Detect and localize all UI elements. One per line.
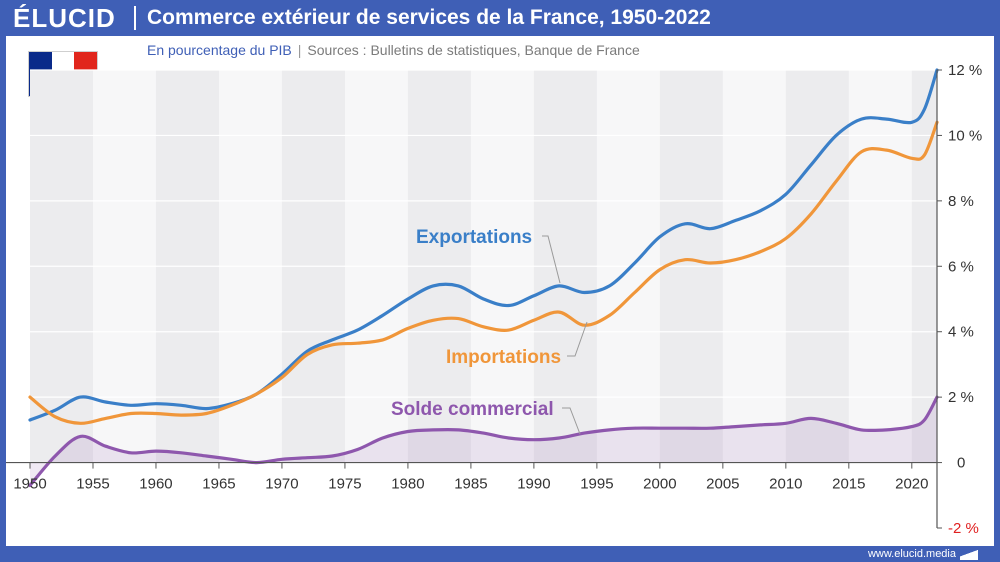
x-tick-label: 1960: [139, 476, 172, 493]
chart-subtitle: En pourcentage du PIB | Sources : Bulletin…: [147, 42, 640, 58]
y-tick-label: 0: [957, 455, 965, 472]
series-annotations: Exportations Importations Solde commercial: [391, 227, 588, 435]
importations-label: Importations: [446, 347, 561, 368]
y-axis: 12 % 10 % 8 % 6 % 4 % 2 % 0 -2 %: [936, 62, 982, 537]
x-tick-label: 2010: [769, 476, 802, 493]
x-tick-label: 1950: [13, 476, 46, 493]
exportations-leader-line: [542, 235, 561, 284]
x-tick-label: 1990: [517, 476, 550, 493]
importations-line: [28, 120, 939, 425]
y-tick-label: 2 %: [948, 389, 974, 406]
website-link[interactable]: www.elucid.media: [867, 548, 956, 560]
plot-background-negative: [30, 462, 937, 528]
header-divider: [134, 6, 136, 30]
x-tick-label: 1995: [580, 476, 613, 493]
subtitle-unit: En pourcentage du PIB: [147, 42, 292, 58]
importations-leader-line: [567, 321, 588, 357]
exportations-line: [28, 68, 939, 422]
y-tick-label: 12 %: [948, 62, 982, 79]
x-tick-label: 1985: [454, 476, 487, 493]
x-tick-label: 1955: [76, 476, 109, 493]
chart-title: Commerce extérieur de services de la Fra…: [147, 6, 711, 29]
frame-right: [994, 36, 1000, 546]
x-tick-label: 2000: [643, 476, 676, 493]
header-bar: ÉLUCID Commerce extérieur de services de…: [0, 0, 1000, 36]
solde-fill-area: [30, 397, 937, 486]
y-tick-label: -2 %: [948, 520, 979, 537]
y-tick-label: 8 %: [948, 193, 974, 210]
x-tick-label: 1975: [328, 476, 361, 493]
solde-commercial-leader-line: [562, 407, 581, 435]
x-axis: 1950 1955 1960 1965 1970 1975 1980 1985 1990 1995…: [6, 461, 937, 493]
solde-area: [30, 397, 937, 486]
series-lines: [28, 68, 939, 488]
elucid-mark-icon: [960, 548, 978, 560]
brand-logo: ÉLUCID: [13, 3, 116, 33]
y-tick-label: 10 %: [948, 127, 982, 144]
footer-bar: www.elucid.media: [0, 546, 1000, 562]
x-tick-label: 2005: [706, 476, 739, 493]
exportations-label: Exportations: [416, 227, 532, 248]
solde-commercial-line: [28, 395, 939, 488]
frame-left: [0, 36, 6, 546]
x-tick-label: 1965: [202, 476, 235, 493]
subtitle-source: Sources : Bulletins de statistiques, Ban…: [307, 42, 640, 58]
y-tick-label: 6 %: [948, 258, 974, 275]
x-tick-label: 2015: [832, 476, 865, 493]
y-tick-label: 4 %: [948, 324, 974, 341]
solde-commercial-label: Solde commercial: [391, 399, 554, 420]
x-tick-label: 1970: [265, 476, 298, 493]
x-tick-label: 2020: [895, 476, 928, 493]
subtitle-separator: |: [297, 42, 302, 58]
x-tick-label: 1980: [391, 476, 424, 493]
